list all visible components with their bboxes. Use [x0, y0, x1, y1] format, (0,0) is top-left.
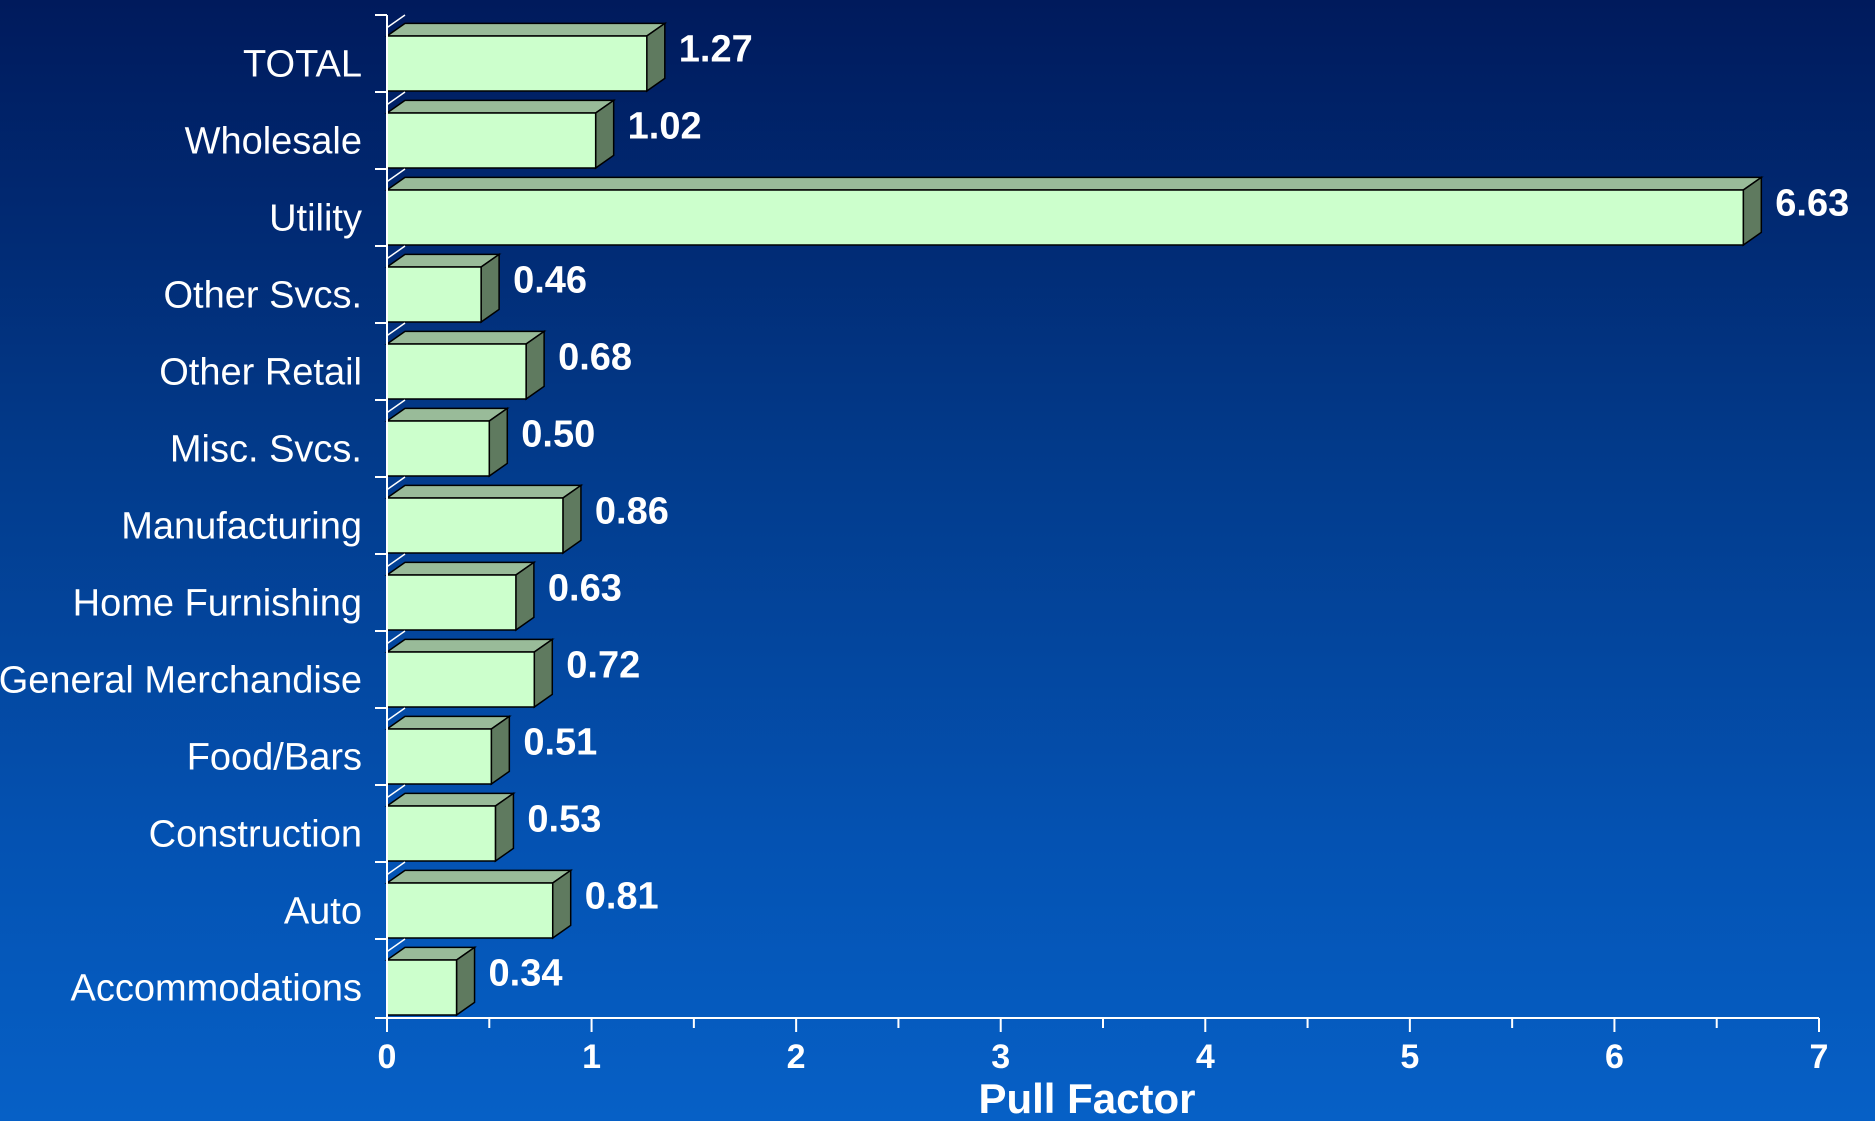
bar-top-wholesale: [384, 99, 617, 114]
bar-side-other-retail: [525, 329, 545, 401]
bar-side-other-svcs: [480, 252, 500, 324]
axis-wall-line: [386, 553, 406, 568]
bar-side-total: [646, 21, 666, 93]
category-label-food-bars: Food/Bars: [187, 737, 362, 779]
bar-top-utility: [384, 176, 1764, 191]
x-tick-label: 6: [1605, 1038, 1624, 1076]
bar-other-retail: [386, 343, 527, 400]
category-label-home-furnishing: Home Furnishing: [73, 583, 362, 625]
category-label-other-svcs: Other Svcs.: [164, 275, 363, 317]
bar-side-wholesale: [594, 98, 615, 170]
axis-wall-line: [386, 938, 406, 953]
bar-top-total: [384, 22, 668, 37]
axis-wall-line: [386, 91, 406, 106]
value-label-total: 1.27: [679, 29, 753, 71]
bar-top-misc-svcs: [384, 407, 510, 422]
bar-side-misc-svcs: [488, 406, 509, 478]
value-label-general-merchandise: 0.72: [566, 645, 640, 687]
bar-side-utility: [1742, 175, 1763, 247]
value-label-construction: 0.53: [527, 799, 601, 841]
bar-total: [386, 35, 648, 92]
bar-food-bars: [386, 728, 493, 785]
bar-auto: [386, 882, 554, 939]
bar-side-construction: [494, 791, 515, 863]
bar-general-merchandise: [386, 651, 536, 708]
x-tick-label: 2: [787, 1038, 806, 1076]
bar-top-other-svcs: [384, 253, 502, 268]
axis-wall-line: [386, 245, 406, 260]
bar-home-furnishing: [386, 574, 517, 631]
bar-construction: [386, 805, 497, 862]
bar-side-auto: [551, 868, 572, 940]
bar-side-home-furnishing: [515, 560, 535, 632]
bar-other-svcs: [386, 266, 482, 323]
value-label-misc-svcs: 0.50: [521, 414, 595, 456]
x-tick-label: 1: [582, 1038, 601, 1076]
bar-utility: [386, 189, 1745, 246]
bar-top-manufacturing: [384, 484, 584, 499]
value-label-wholesale: 1.02: [628, 106, 702, 148]
category-label-manufacturing: Manufacturing: [121, 506, 362, 548]
value-label-accommodations: 0.34: [489, 953, 563, 995]
x-tick-label: 4: [1196, 1038, 1215, 1076]
category-label-construction: Construction: [149, 814, 362, 856]
bar-side-manufacturing: [562, 483, 582, 555]
bar-misc-svcs: [386, 420, 491, 477]
axis-wall-line: [386, 14, 406, 29]
axis-wall-line: [386, 476, 406, 491]
bar-top-auto: [384, 869, 574, 884]
axis-wall-line: [386, 707, 406, 722]
category-label-total: TOTAL: [243, 44, 362, 86]
value-label-other-retail: 0.68: [558, 337, 632, 379]
value-label-food-bars: 0.51: [523, 722, 597, 764]
category-label-misc-svcs: Misc. Svcs.: [170, 429, 362, 471]
category-label-other-retail: Other Retail: [159, 352, 362, 394]
category-label-auto: Auto: [284, 891, 362, 933]
value-label-utility: 6.63: [1775, 183, 1849, 225]
bar-side-general-merchandise: [533, 637, 554, 709]
bar-manufacturing: [386, 497, 564, 554]
x-axis-title: Pull Factor: [978, 1075, 1195, 1121]
value-label-other-svcs: 0.46: [513, 260, 587, 302]
x-tick-label: 3: [991, 1038, 1010, 1076]
axis-wall-line: [386, 861, 406, 876]
axis-wall-line: [386, 630, 406, 645]
bar-top-other-retail: [384, 330, 547, 345]
bar-top-construction: [384, 792, 516, 807]
x-tick-label: 5: [1400, 1038, 1419, 1076]
bar-wholesale: [386, 112, 597, 169]
x-tick-label: 0: [378, 1038, 397, 1076]
axis-wall-line: [386, 399, 406, 414]
value-label-auto: 0.81: [585, 876, 659, 918]
value-label-home-furnishing: 0.63: [548, 568, 622, 610]
bar-side-food-bars: [490, 714, 511, 786]
bars-group: [384, 21, 1764, 1017]
value-label-manufacturing: 0.86: [595, 491, 669, 533]
bar-side-accommodations: [455, 945, 476, 1017]
axis-wall-line: [386, 322, 406, 337]
category-label-accommodations: Accommodations: [71, 968, 362, 1010]
labels-group: TOTAL 1.27 Wholesale 1.02 Utility 6.63 Other S…: [0, 29, 1849, 1077]
axis-wall-line: [386, 168, 406, 183]
axis-wall-line: [386, 784, 406, 799]
bar-accommodations: [386, 959, 458, 1016]
bar-top-food-bars: [384, 715, 512, 730]
x-tick-label: 7: [1810, 1038, 1829, 1076]
bar-top-home-furnishing: [384, 561, 537, 576]
category-label-general-merchandise: General Merchandise: [0, 660, 362, 702]
axes-group: [375, 14, 1820, 1032]
category-label-wholesale: Wholesale: [185, 121, 362, 163]
category-label-utility: Utility: [269, 198, 362, 240]
bar-top-general-merchandise: [384, 638, 555, 653]
